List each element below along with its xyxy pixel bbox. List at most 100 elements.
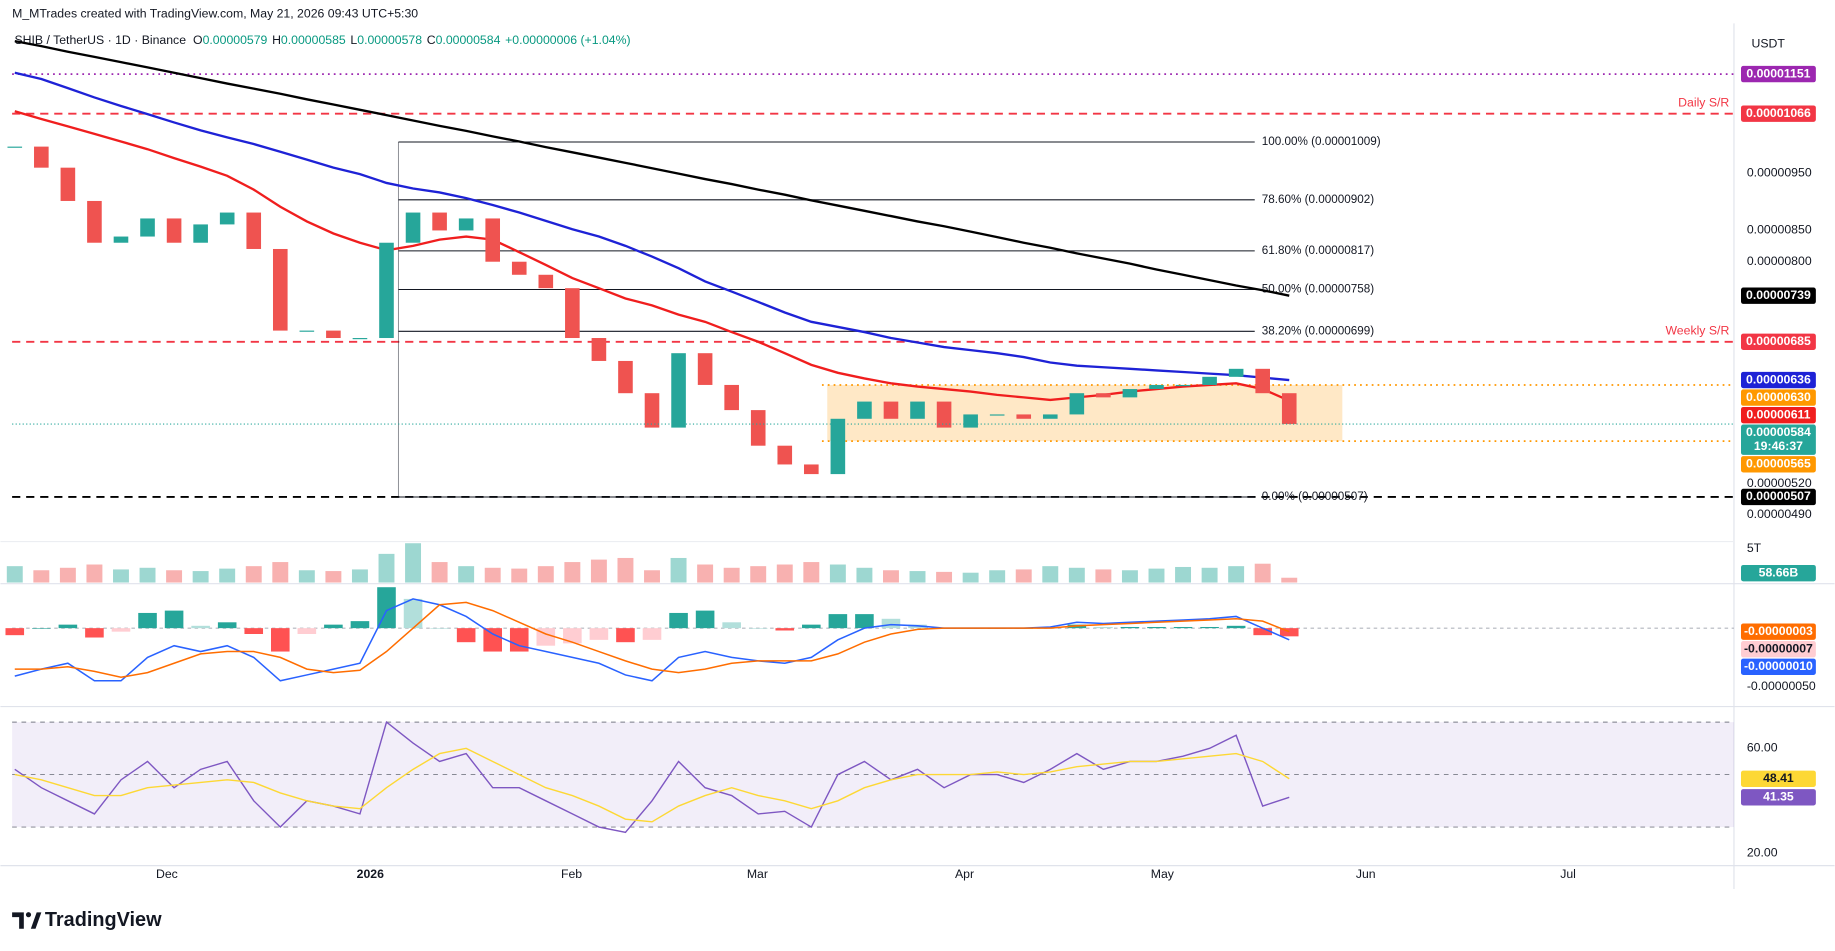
volume-bar (590, 559, 607, 583)
volume-bar (1148, 568, 1165, 583)
macd-histogram (85, 628, 104, 638)
price-tag-label: 0.00000584 (1746, 425, 1811, 439)
x-tick-label: Jul (1560, 867, 1576, 881)
volume-bar (1068, 567, 1085, 583)
currency: USDT (1752, 37, 1786, 51)
price-tag-label: 0.00001066 (1746, 106, 1811, 120)
volume-bar (564, 562, 581, 583)
macd-histogram (881, 618, 901, 629)
ohlc-value: 0.00000584 (436, 33, 501, 47)
volume-bar (776, 564, 793, 583)
price-tag-label: 0.00000611 (1746, 407, 1810, 421)
volume-bar (219, 568, 236, 583)
price-tag-label: 19:46:37 (1754, 439, 1803, 453)
ohlc-value: 0.00000585 (281, 33, 346, 47)
ohlc-value: 0.00000579 (203, 33, 268, 47)
candle-body (1149, 384, 1164, 390)
price-tag (1740, 770, 1816, 787)
price-tag-label: 0.00000685 (1746, 334, 1811, 348)
price-tag (1740, 658, 1816, 675)
price-tag (1740, 105, 1816, 122)
macd-histogram (669, 612, 688, 629)
volume-bar (883, 570, 899, 583)
y-tick-label: 20.00 (1747, 846, 1778, 860)
y-tick-label: 0.00000800 (1747, 254, 1812, 268)
brand: TradingView (45, 909, 162, 931)
volume-bar (351, 569, 368, 583)
volume-bar (139, 567, 156, 583)
candle-body (246, 212, 262, 249)
price-tag (1740, 623, 1816, 640)
candle-body (352, 338, 368, 340)
volume-bar (936, 571, 953, 583)
volume-bar (1201, 567, 1218, 583)
volume-bar (166, 570, 183, 583)
macd-histogram (350, 621, 370, 629)
ohlc-value: 0.00000578 (357, 33, 422, 47)
price-tag-label: -0.00000010 (1744, 659, 1813, 673)
volume-bar (86, 564, 103, 583)
macd-histogram (138, 612, 157, 629)
macd-histogram (1200, 626, 1219, 629)
volume-bar (1042, 566, 1059, 583)
candle-body (7, 146, 23, 148)
volume-bar (1015, 569, 1032, 583)
volume-bar (1281, 577, 1298, 583)
price-tag-label: 0.00000636 (1746, 372, 1811, 386)
ohlc-key: C (427, 33, 436, 47)
volume-bar (697, 564, 714, 583)
price-tag-label: -0.00000007 (1744, 641, 1813, 655)
y-tick-label: -0.00000050 (1747, 679, 1816, 693)
candle-body (485, 218, 501, 262)
y-tick-label: 0.00000950 (1747, 165, 1812, 179)
volume-bar (989, 570, 1006, 583)
volume-bar (192, 571, 209, 583)
fib-label: 0.00% (0.00000507) (1262, 490, 1368, 503)
change: +0.00000006 (+1.04%) (505, 33, 630, 47)
volume-bar (803, 562, 820, 583)
volume-bar (113, 569, 129, 583)
macd-line (14, 601, 1290, 679)
candle-body (166, 218, 182, 243)
ohlc-key: L (350, 33, 357, 47)
volume-bar (431, 562, 448, 583)
price-tag-label: 0.00000739 (1746, 288, 1811, 302)
level-text: Daily S/R (1678, 95, 1729, 109)
candle-body (432, 212, 447, 231)
candle-body (1202, 376, 1217, 385)
macd-line (14, 598, 1290, 682)
volume-bar (1095, 569, 1112, 583)
volume-bar (644, 570, 660, 583)
price-tag (1740, 564, 1816, 582)
volume-bar (856, 567, 873, 583)
candle-body (326, 330, 341, 339)
macd-histogram (589, 628, 609, 640)
candle-body (750, 410, 766, 446)
candle-body (671, 353, 686, 428)
candle-body (272, 248, 288, 331)
x-tick-label: Jun (1356, 867, 1376, 881)
candle-body (724, 384, 739, 411)
candle-body (565, 288, 580, 339)
candle-body (299, 330, 315, 332)
price-tag (1740, 456, 1816, 473)
volume-bar (511, 568, 528, 583)
level-text: Weekly S/R (1665, 323, 1729, 337)
volume-bar (909, 571, 926, 583)
candle-body (1175, 384, 1191, 387)
y-tick-label: 60.00 (1747, 741, 1778, 755)
volume-bar (378, 553, 395, 583)
candle-body (511, 261, 527, 275)
macd-histogram (509, 628, 529, 652)
rsi-line (14, 720, 1290, 834)
volume-bar (59, 567, 76, 583)
logo-icon (12, 912, 42, 929)
volume-bar (272, 562, 289, 583)
candle-body (804, 464, 819, 475)
volume-bar (750, 566, 767, 583)
candle-body (1069, 393, 1085, 415)
macd-histogram (32, 628, 51, 629)
macd-histogram (748, 628, 768, 629)
candle-body (910, 401, 925, 419)
